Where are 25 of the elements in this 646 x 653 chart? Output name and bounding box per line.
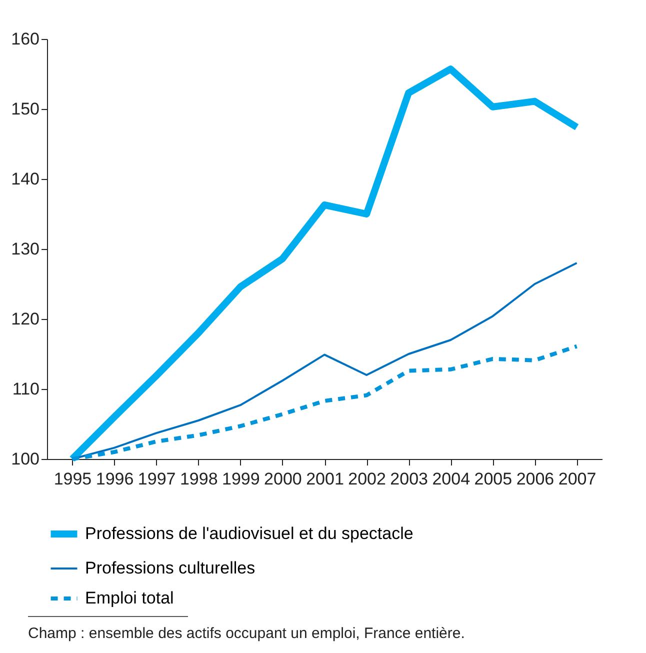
text: Champ : ensemble des actifs occupant un emploi, France entière. [28, 625, 466, 642]
x-tick-label: 1995 [54, 470, 92, 488]
y-tick-label: 110 [12, 380, 40, 398]
x-tick-label: 1999 [222, 470, 260, 488]
x-tick-label: 2007 [558, 470, 596, 488]
x-tick-label: 2000 [264, 470, 302, 488]
x-tick-label: 2001 [306, 470, 344, 488]
line-series [70, 344, 579, 461]
legend-label: Emploi total [85, 588, 174, 608]
x-tick-label: 1996 [96, 470, 134, 488]
x-tick-label: 2003 [390, 470, 428, 488]
y-tick-label: 160 [11, 30, 40, 48]
x-tick-label: 2004 [432, 470, 470, 488]
legend-label: Professions culturelles [85, 558, 256, 578]
y-tick-label: 130 [11, 240, 40, 258]
x-tick-label: 2006 [516, 470, 554, 488]
y-tick-label: 100 [11, 450, 40, 468]
x-tick-label: 1998 [180, 470, 218, 488]
y-tick-label: 120 [11, 310, 40, 328]
x-tick-label: 2005 [474, 470, 512, 488]
y-tick-label: 150 [11, 100, 40, 118]
legend-label: Professions de l'audiovisuel et du spectacle [85, 524, 414, 543]
y-tick-label: 140 [11, 170, 40, 188]
x-tick-label: 1997 [138, 470, 176, 488]
x-tick-label: 2002 [348, 470, 386, 488]
